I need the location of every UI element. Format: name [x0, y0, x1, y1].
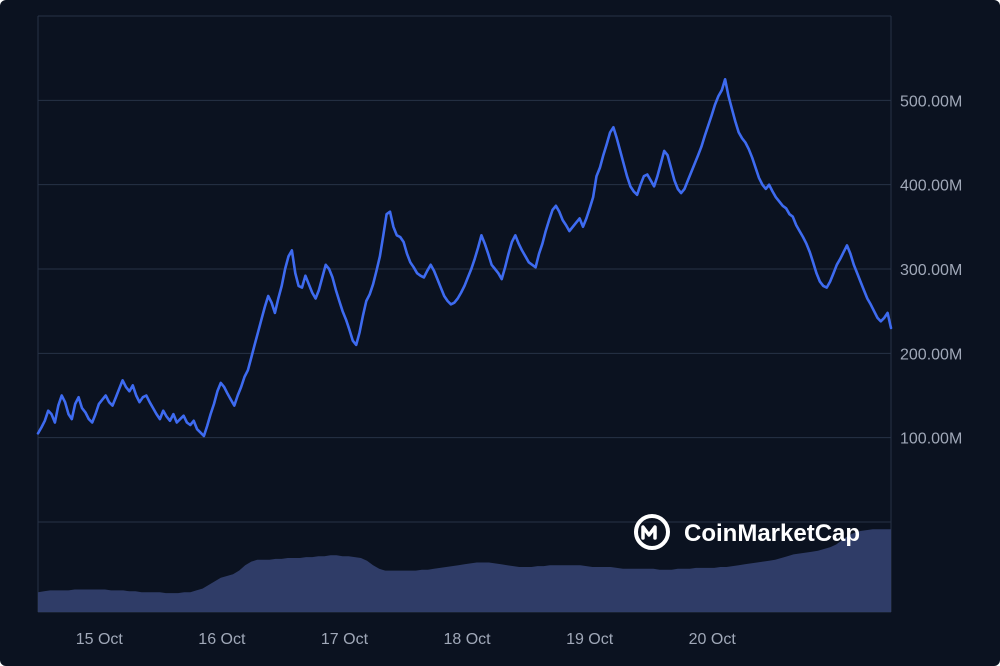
x-tick-label: 18 Oct	[443, 631, 491, 648]
x-tick-label: 16 Oct	[198, 631, 246, 648]
y-tick-label: 300.00M	[900, 262, 962, 279]
price-line-layer	[36, 78, 893, 438]
watermark-text: CoinMarketCap	[684, 520, 860, 547]
x-tick-label: 17 Oct	[321, 631, 369, 648]
y-axis: 100.00M 200.00M 300.00M 400.00M 500.00M	[900, 93, 962, 447]
y-tick-label: 500.00M	[900, 93, 962, 110]
x-tick-label: 20 Oct	[689, 631, 737, 648]
coinmarketcap-watermark: CoinMarketCap	[634, 514, 860, 550]
grid-lines	[37, 15, 892, 613]
y-tick-label: 400.00M	[900, 178, 962, 195]
x-tick-label: 19 Oct	[566, 631, 614, 648]
coinmarketcap-logo-icon	[634, 514, 670, 550]
volume-fill	[38, 529, 891, 612]
price-series-line	[36, 78, 893, 438]
y-tick-label: 200.00M	[900, 346, 962, 363]
x-axis: 15 Oct 16 Oct 17 Oct 18 Oct 19 Oct 20 Oct	[76, 631, 737, 648]
volume-area	[38, 529, 891, 612]
x-tick-label: 15 Oct	[76, 631, 124, 648]
coinmarketcap-mark-icon	[641, 525, 657, 540]
y-tick-label: 100.00M	[900, 431, 962, 448]
